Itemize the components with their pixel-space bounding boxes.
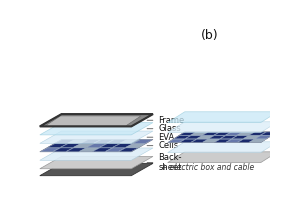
- Polygon shape: [226, 132, 242, 135]
- Polygon shape: [214, 132, 231, 135]
- Polygon shape: [244, 136, 260, 139]
- Polygon shape: [180, 139, 196, 142]
- Text: EVA: EVA: [147, 133, 175, 142]
- Polygon shape: [53, 148, 73, 152]
- Polygon shape: [94, 140, 113, 143]
- Polygon shape: [168, 142, 278, 153]
- Polygon shape: [107, 140, 127, 143]
- Polygon shape: [168, 132, 278, 143]
- Polygon shape: [40, 131, 153, 143]
- Polygon shape: [100, 144, 119, 147]
- Polygon shape: [191, 132, 208, 135]
- Polygon shape: [238, 139, 254, 142]
- Polygon shape: [174, 136, 190, 139]
- Polygon shape: [74, 144, 93, 147]
- Polygon shape: [168, 152, 278, 163]
- Polygon shape: [203, 132, 219, 135]
- Polygon shape: [92, 148, 112, 152]
- Text: Back-
sheet: Back- sheet: [147, 153, 182, 172]
- Polygon shape: [185, 136, 202, 139]
- Polygon shape: [40, 156, 153, 169]
- Polygon shape: [68, 140, 87, 143]
- Text: Glass: Glass: [147, 124, 181, 133]
- Polygon shape: [168, 122, 278, 133]
- Polygon shape: [106, 148, 125, 152]
- Polygon shape: [40, 163, 153, 176]
- Text: Cells: Cells: [147, 141, 179, 150]
- Polygon shape: [40, 140, 153, 152]
- Polygon shape: [40, 114, 153, 126]
- Polygon shape: [126, 144, 146, 147]
- Polygon shape: [40, 148, 60, 152]
- Polygon shape: [238, 132, 254, 135]
- Polygon shape: [208, 136, 225, 139]
- Polygon shape: [179, 132, 196, 135]
- Polygon shape: [80, 148, 99, 152]
- Polygon shape: [66, 148, 86, 152]
- Polygon shape: [168, 139, 184, 142]
- Polygon shape: [249, 132, 266, 135]
- Polygon shape: [168, 112, 278, 123]
- Polygon shape: [255, 136, 272, 139]
- Polygon shape: [45, 116, 141, 126]
- Polygon shape: [120, 140, 140, 143]
- Polygon shape: [61, 144, 80, 147]
- Polygon shape: [261, 132, 278, 135]
- Polygon shape: [40, 123, 153, 135]
- Polygon shape: [81, 140, 100, 143]
- Polygon shape: [118, 148, 138, 152]
- Polygon shape: [113, 144, 132, 147]
- Polygon shape: [197, 136, 214, 139]
- Polygon shape: [203, 139, 220, 142]
- Polygon shape: [214, 139, 231, 142]
- Polygon shape: [226, 139, 243, 142]
- Polygon shape: [47, 144, 67, 147]
- Polygon shape: [55, 140, 74, 143]
- Polygon shape: [191, 139, 208, 142]
- Text: (b): (b): [201, 29, 218, 42]
- Polygon shape: [87, 144, 106, 147]
- Polygon shape: [40, 148, 153, 160]
- Text: Frame: Frame: [147, 116, 185, 125]
- Text: + electric box and cable: + electric box and cable: [161, 163, 255, 172]
- Polygon shape: [250, 139, 266, 142]
- Polygon shape: [220, 136, 237, 139]
- Polygon shape: [232, 136, 248, 139]
- Polygon shape: [133, 140, 153, 143]
